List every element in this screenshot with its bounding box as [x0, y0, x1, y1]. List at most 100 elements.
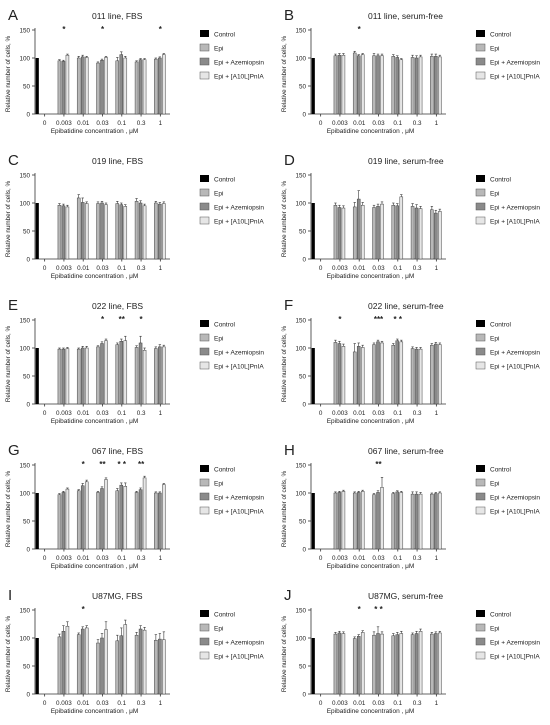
x-tick-label: 0.01 — [353, 410, 366, 417]
legend-swatch — [199, 188, 210, 197]
x-tick-label: 0.3 — [137, 120, 146, 127]
significance-marker: * — [82, 460, 86, 469]
bar-epi-a10l-pnia — [84, 627, 89, 695]
x-tick-label: 0.3 — [413, 265, 422, 272]
y-axis-label: Relative number of cells, % — [5, 35, 12, 112]
bar-epi-azemiopsin — [119, 635, 124, 695]
bar-epi — [115, 640, 120, 695]
x-tick-label: 0.1 — [393, 410, 402, 417]
bar-epi — [154, 639, 158, 695]
bar-epi-a10l-pnia — [418, 631, 423, 695]
bar-epi — [154, 492, 158, 550]
significance-marker: * — [62, 25, 66, 34]
bar-epi — [134, 347, 139, 405]
bar-epi — [391, 635, 396, 695]
legend-label: Control — [214, 32, 236, 39]
y-axis-label: Relative number of cells, % — [5, 470, 12, 547]
legend-swatch — [475, 43, 486, 52]
bar-epi-azemiopsin — [356, 636, 361, 695]
significance-marker: * — [338, 315, 342, 324]
y-tick-label: 150 — [295, 462, 306, 469]
bar-control — [35, 638, 39, 694]
bar-epi — [352, 638, 357, 695]
bar-epi-a10l-pnia — [65, 206, 70, 260]
chart-title: 067 line, FBS — [92, 446, 143, 456]
bar-epi — [154, 202, 158, 260]
bar-epi-azemiopsin — [434, 343, 438, 405]
y-tick-label: 100 — [19, 55, 30, 62]
bar-epi-a10l-pnia — [123, 624, 128, 695]
x-tick-label: 0.01 — [77, 265, 90, 272]
x-tick-label: 0.3 — [137, 265, 146, 272]
bar-epi — [115, 60, 120, 115]
panel-letter: H — [284, 442, 295, 459]
legend-swatch — [199, 506, 210, 515]
bar-epi-a10l-pnia — [104, 204, 108, 260]
x-tick-label: 0.03 — [96, 120, 109, 127]
bar-epi-a10l-pnia — [418, 208, 423, 260]
legend-label: Control — [214, 177, 236, 184]
y-tick-label: 0 — [26, 691, 30, 698]
bar-epi-azemiopsin — [337, 207, 342, 260]
bar-epi-a10l-pnia — [162, 484, 166, 550]
legend-swatch — [476, 465, 485, 472]
x-tick-label: 0.3 — [137, 700, 146, 707]
bar-epi — [57, 204, 62, 260]
y-tick-label: 100 — [295, 55, 306, 62]
bar-epi-a10l-pnia — [65, 488, 70, 550]
chart-title: 011 line, serum-free — [368, 11, 443, 21]
legend-swatch — [199, 216, 210, 225]
bar-epi-a10l-pnia — [65, 54, 70, 115]
bar-epi-azemiopsin — [414, 493, 419, 550]
x-tick-label: 0 — [319, 265, 323, 272]
y-tick-label: 0 — [26, 256, 30, 263]
chart-panel-f: F 022 line, serum-free Relative number of … — [281, 297, 540, 425]
bar-epi — [134, 492, 139, 550]
x-tick-label: 0.01 — [353, 555, 366, 562]
bar-epi-azemiopsin — [80, 628, 85, 695]
bar-epi — [391, 344, 396, 405]
x-tick-label: 0.01 — [353, 700, 366, 707]
bar-epi-a10l-pnia — [162, 346, 166, 405]
legend-swatch — [199, 637, 210, 646]
bar-epi-a10l-pnia — [438, 344, 442, 405]
bar-epi-azemiopsin — [158, 57, 162, 115]
bar-epi — [372, 55, 376, 115]
bar-epi-a10l-pnia — [341, 346, 346, 405]
bar-epi — [372, 494, 376, 550]
bar-epi — [391, 204, 396, 260]
legend-swatch — [475, 216, 486, 225]
bar-epi — [333, 342, 338, 405]
panel-letter: B — [284, 7, 294, 24]
significance-marker: ** — [119, 315, 126, 324]
legend-label: Control — [490, 322, 512, 329]
legend-swatch — [476, 175, 485, 182]
bar-epi-azemiopsin — [61, 492, 66, 550]
legend-swatch — [200, 30, 209, 37]
x-tick-label: 0 — [43, 700, 47, 707]
bar-control — [35, 493, 39, 549]
bar-epi-a10l-pnia — [360, 347, 365, 405]
y-tick-label: 100 — [19, 345, 30, 352]
bar-control — [311, 348, 315, 404]
bar-epi — [410, 206, 415, 260]
legend-swatch — [475, 57, 486, 66]
bar-epi-azemiopsin — [100, 488, 104, 550]
chart-title: 022 line, FBS — [92, 301, 143, 311]
bar-epi-a10l-pnia — [142, 205, 147, 260]
legend-label: Epi + Azemiopsin — [490, 205, 540, 212]
legend-swatch — [475, 637, 486, 646]
x-tick-label: 0.003 — [56, 120, 72, 127]
bar-epi — [410, 634, 415, 695]
x-axis-label: Epibatidine concentration , μM — [327, 273, 415, 280]
bar-epi — [391, 493, 396, 550]
bar-epi-a10l-pnia — [162, 639, 166, 695]
bar-epi — [430, 209, 434, 260]
bar-epi-a10l-pnia — [360, 204, 365, 260]
bar-epi-azemiopsin — [119, 341, 124, 405]
bar-epi — [96, 346, 100, 405]
x-tick-label: 1 — [159, 120, 163, 127]
bar-epi — [372, 344, 376, 405]
